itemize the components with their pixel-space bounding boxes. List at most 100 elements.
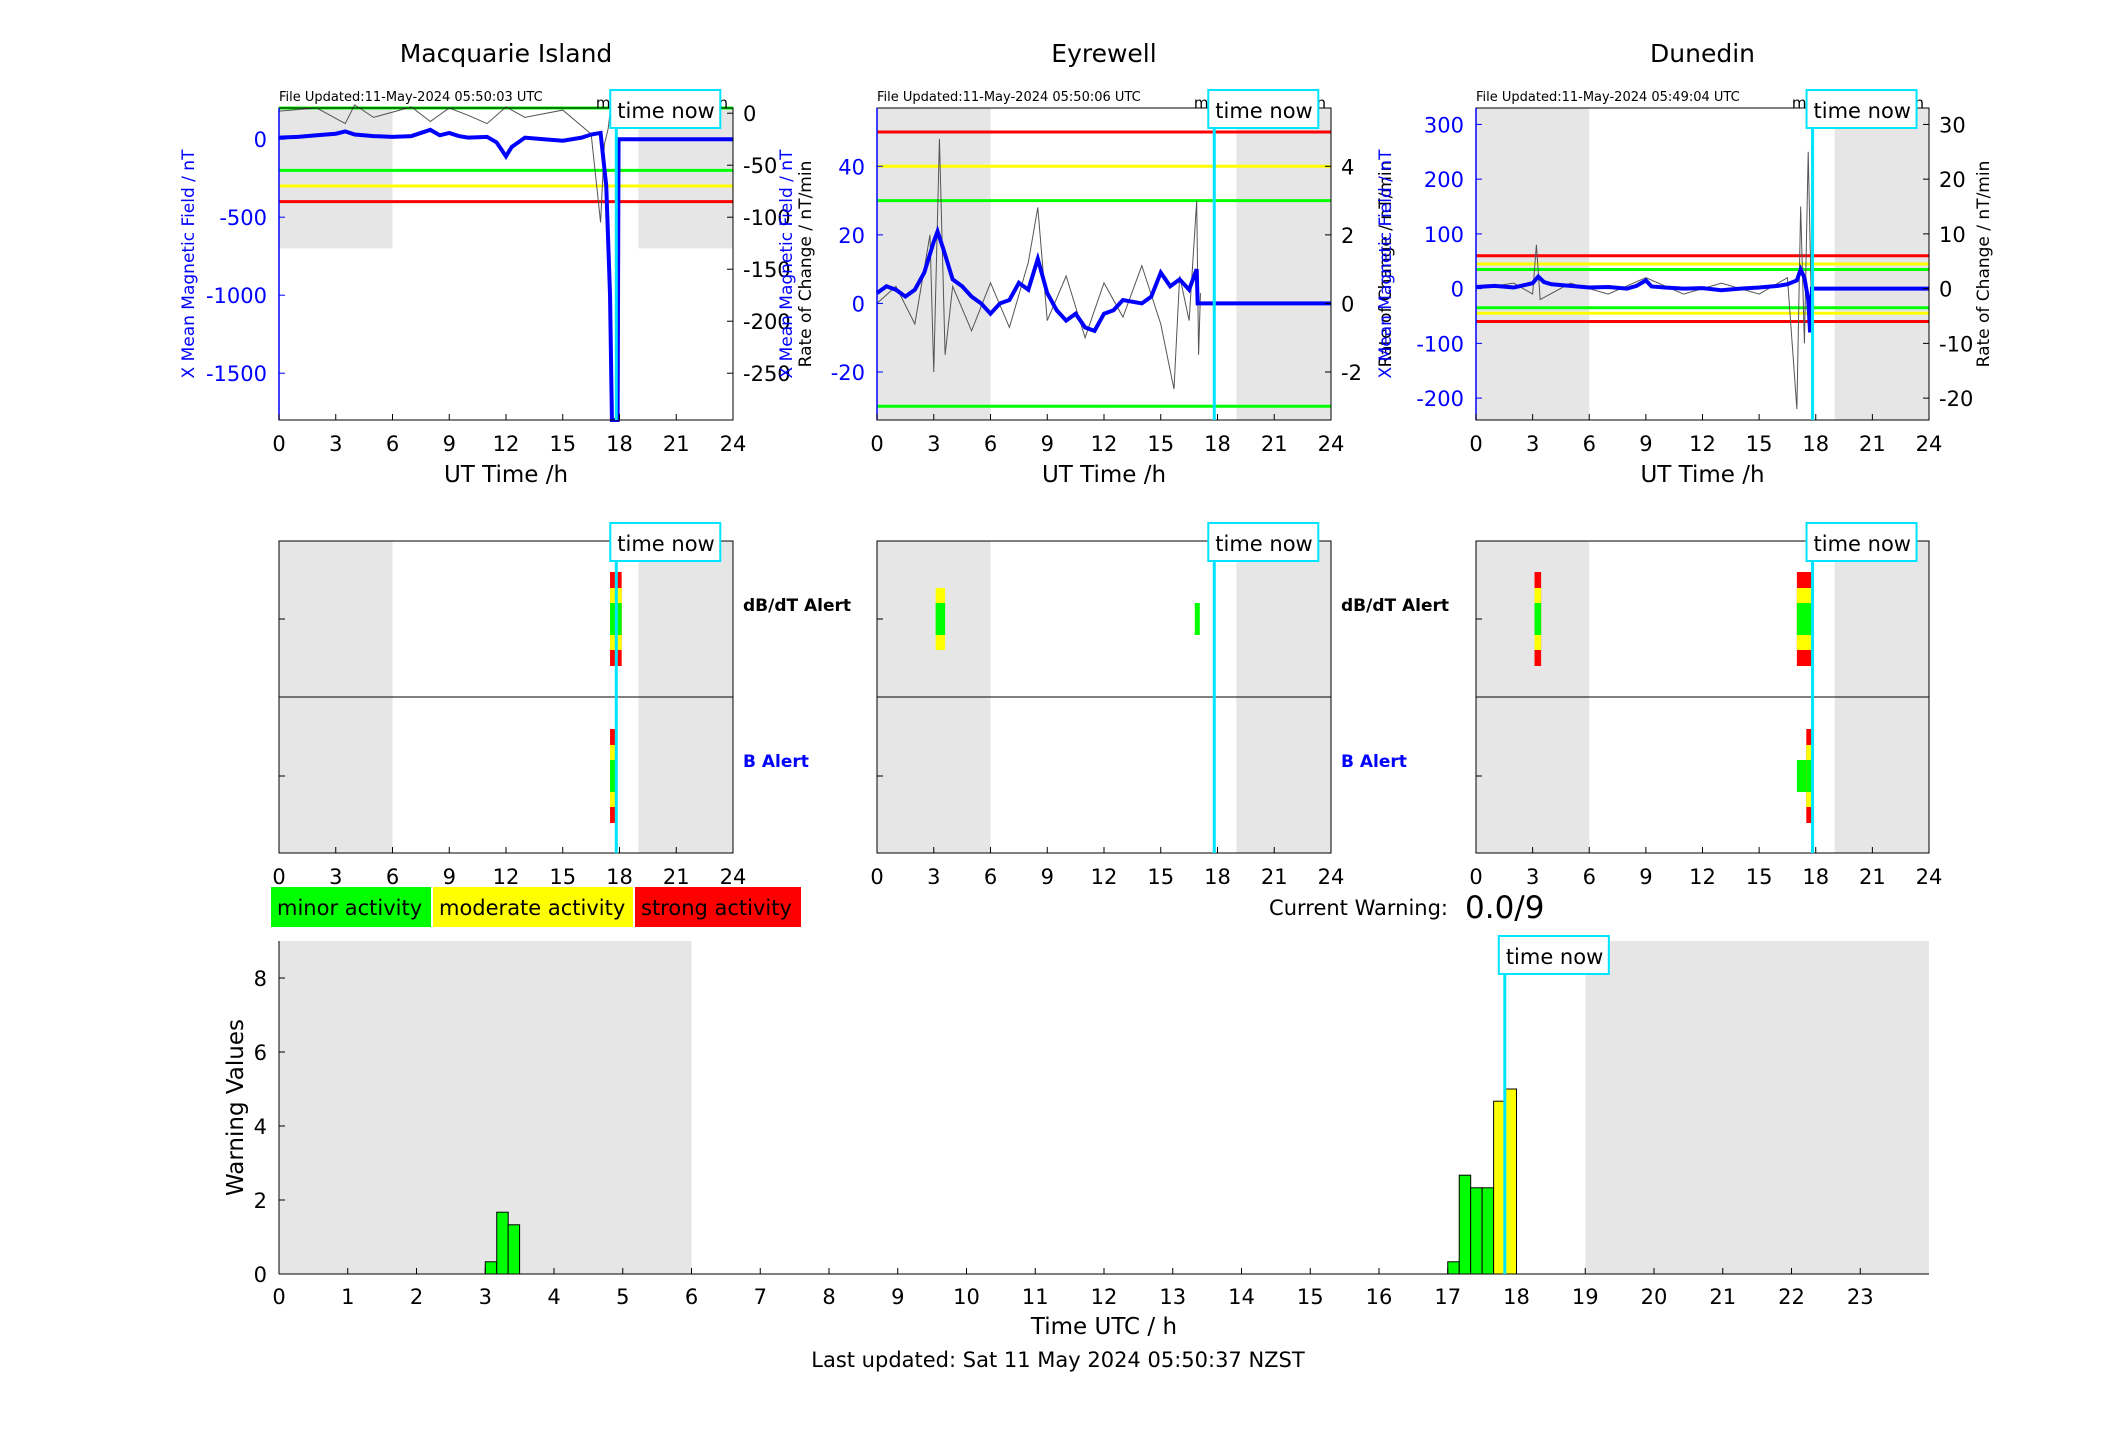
x-tick-label: 18: [1503, 1285, 1530, 1309]
x-tick-label: 18: [606, 865, 633, 889]
x-tick-label: 9: [443, 865, 456, 889]
y-axis-label-left: X Mean Magnetic Field / nT: [777, 149, 797, 379]
y-tick-label-right: -2: [1341, 361, 1362, 385]
alert-panel-dunedin-alerts: 0 3 6 9 12 15 18 21 24 time now: [1469, 522, 1943, 889]
x-tick-label: 24: [720, 432, 747, 456]
b-alert-label: B Alert: [1341, 752, 1407, 772]
time-now-label: time now: [1215, 99, 1312, 123]
x-tick-label: 9: [1639, 865, 1652, 889]
field-series: [278, 127, 733, 422]
b-alert-bar: [1796, 760, 1807, 792]
y-tick-label: 2: [254, 1189, 267, 1213]
y-tick-label-right: 0: [1341, 292, 1354, 316]
activity-legend: minor activity moderate activity strong ac…: [271, 887, 801, 927]
dbdt-alert-bar: [616, 603, 622, 635]
x-tick-label: 12: [1091, 432, 1118, 456]
dbdt-alert-bar: [935, 603, 946, 635]
x-tick-label: 0: [272, 865, 285, 889]
time-now-label: time now: [617, 532, 714, 556]
legend-label: strong activity: [641, 896, 792, 920]
time-now-box: [1805, 89, 1918, 129]
warning-bar: [1458, 1174, 1472, 1275]
warning-bar: [496, 1211, 509, 1275]
station-chart-eyrewell: 0 3 6 9 12 15 18 21 24-2002040-2024EyrewellFile …: [777, 39, 1396, 488]
warning-bar: [507, 1224, 521, 1275]
y-tick-label-left: 200: [1424, 168, 1464, 192]
y-tick-label-right: -10: [1939, 332, 1973, 356]
x-axis-label: Time UTC / h: [1030, 1314, 1177, 1340]
x-tick-label: 5: [616, 1285, 629, 1309]
station-title: Eyrewell: [1051, 39, 1156, 68]
warning-bar: [484, 1261, 498, 1275]
b-alert-label: B Alert: [743, 752, 809, 772]
y-tick-label-right: 0: [1939, 278, 1952, 302]
time-now-label: time now: [1814, 99, 1911, 123]
current-warning: Current Warning: 0.0/9: [1269, 890, 1544, 926]
x-tick-label: 6: [984, 432, 997, 456]
x-tick-label: 18: [606, 432, 633, 456]
y-tick-label-left: -20: [831, 361, 865, 385]
x-tick-label: 15: [1147, 432, 1174, 456]
x-tick-label: 12: [1091, 865, 1118, 889]
y-tick-label-left: 300: [1424, 113, 1464, 137]
night-shade: [638, 108, 733, 249]
night-shade: [877, 108, 991, 420]
y-axis-label-left: X Mean Magnetic Field / nT: [1376, 149, 1396, 379]
x-tick-label: 14: [1228, 1285, 1255, 1309]
x-tick-label: 9: [443, 432, 456, 456]
x-tick-label: 9: [1041, 865, 1054, 889]
time-now-box: [609, 522, 722, 562]
x-tick-label: 21: [663, 432, 690, 456]
y-axis-label-right: Rate of Change / nT/min: [796, 161, 816, 368]
x-tick-label: 10: [953, 1285, 980, 1309]
y-tick-label: 6: [254, 1041, 267, 1065]
rate-series: [876, 138, 1201, 390]
y-tick-label-right: -100: [743, 206, 791, 230]
station-chart-dunedin: 0 3 6 9 12 15 18 21 24-200-1000100200300-20-1001…: [1376, 39, 1994, 488]
y-tick-label-left: -200: [1416, 387, 1464, 411]
x-tick-label: 3: [927, 865, 940, 889]
x-tick-label: 9: [891, 1285, 904, 1309]
y-tick-label: 4: [254, 1115, 267, 1139]
y-tick-label-right: 10: [1939, 223, 1966, 247]
x-tick-label: 18: [1802, 865, 1829, 889]
x-tick-label: 9: [1041, 432, 1054, 456]
x-tick-label: 3: [329, 432, 342, 456]
time-now-box: [609, 89, 722, 129]
time-now-box: [1497, 935, 1610, 975]
warning-bar-chart: 0 1 2 3 4 5 6 7 8 9 10 11 12 13 14 15 16 17 18 19 20 21 22 2302…: [223, 935, 1929, 1340]
y-axis-label-right: Rate of Change / nT/min: [1974, 161, 1994, 368]
y-tick-label-right: 30: [1939, 113, 1966, 137]
warning-bar: [1481, 1187, 1495, 1275]
legend-label: moderate activity: [439, 896, 625, 920]
y-tick-label-right: 2: [1341, 224, 1354, 248]
x-tick-label: 15: [549, 432, 576, 456]
x-tick-label: 15: [1746, 432, 1773, 456]
x-tick-label: 24: [1916, 865, 1943, 889]
x-axis-label: UT Time /h: [1042, 462, 1166, 488]
night-shade: [279, 108, 393, 249]
file-updated-text: File Updated:11-May-2024 05:49:04 UTC: [1476, 90, 1740, 105]
y-tick-label: 0: [254, 1263, 267, 1287]
y-tick-label-left: 0: [254, 128, 267, 152]
current-warning-value: 0.0/9: [1465, 890, 1544, 926]
station-title: Dunedin: [1650, 39, 1755, 68]
time-now-box: [1805, 522, 1918, 562]
warning-bar: [1470, 1187, 1483, 1275]
x-tick-label: 15: [1746, 865, 1773, 889]
field-series: [1475, 264, 1929, 333]
x-tick-label: 3: [1526, 432, 1539, 456]
x-tick-label: 0: [870, 432, 883, 456]
dbdt-alert-label: dB/dT Alert: [1341, 596, 1449, 616]
dbdt-alert-label: dB/dT Alert: [743, 596, 851, 616]
y-tick-label-left: -1000: [206, 284, 267, 308]
x-axis-label: UT Time /h: [444, 462, 568, 488]
y-tick-label-left: -1500: [206, 362, 267, 386]
x-tick-label: 3: [1526, 865, 1539, 889]
x-tick-label: 12: [493, 432, 520, 456]
y-tick-label-right: -250: [743, 362, 791, 386]
x-tick-label: 21: [1261, 865, 1288, 889]
b-alert-bar: [1806, 760, 1814, 792]
x-tick-label: 4: [547, 1285, 560, 1309]
